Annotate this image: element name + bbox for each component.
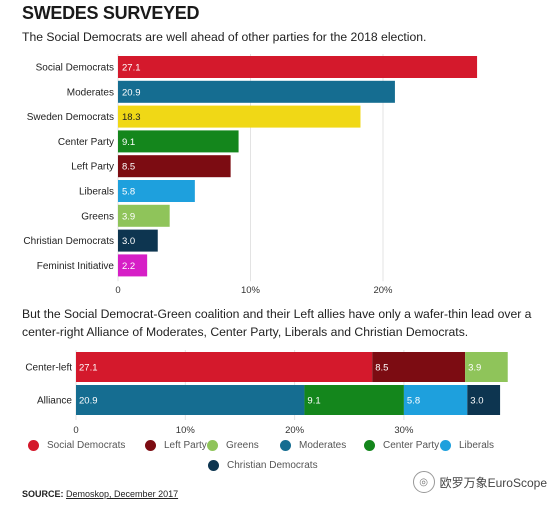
legend-item-center-party: Center Party [364, 440, 439, 451]
value-label: 8.5 [375, 363, 388, 374]
x-tick-label: 10% [176, 425, 196, 436]
stacked-bar-left-party [372, 352, 466, 382]
legend-label: Greens [226, 440, 259, 451]
chart-title: SWEDES SURVEYED [22, 3, 200, 23]
value-label: 3.9 [122, 211, 135, 222]
value-label: 8.5 [122, 162, 135, 173]
watermark: ◎ 欧罗万象EuroScope [412, 471, 547, 493]
legend-label: Social Democrats [47, 440, 126, 451]
coalition-stacked-bar-chart: 0 10% 20% 30% Center-left 27.1 8.5 3.9 Alliance 2… [25, 350, 508, 436]
value-label: 2.2 [122, 261, 135, 272]
chart-subtitle-2: But the Social Democrat-Green coalition … [22, 307, 532, 339]
category-label: Left Party [71, 162, 114, 173]
legend-item-greens: Greens [207, 440, 259, 451]
x-tick-label: 0 [73, 425, 78, 436]
value-label: 27.1 [122, 63, 141, 74]
value-label: 18.3 [122, 112, 141, 123]
stacked-bar-greens [465, 352, 508, 382]
legend-item-moderates: Moderates [280, 440, 346, 451]
x-tick-label: 30% [394, 425, 414, 436]
bar-center-party [118, 130, 239, 153]
bar-christian-democrats [118, 229, 158, 252]
bar-left-party [118, 155, 231, 178]
stacked-bar-center-party [304, 385, 404, 415]
value-label: 3.9 [468, 363, 481, 374]
legend-item-left-party: Left Party [145, 440, 207, 451]
legend-swatch [364, 440, 375, 451]
legend-swatch [208, 460, 219, 471]
value-label: 3.0 [470, 396, 483, 407]
category-label: Social Democrats [36, 63, 114, 74]
value-label: 20.9 [79, 396, 98, 407]
bar-liberals [118, 180, 195, 202]
source-note: SOURCE: Demoskop, December 2017 [22, 489, 178, 499]
source-link[interactable]: Demoskop, December 2017 [66, 489, 179, 499]
bar-greens [118, 204, 170, 227]
legend-label: Moderates [299, 440, 347, 451]
stacked-bar-liberals [403, 385, 468, 415]
legend-label: Christian Democrats [227, 460, 318, 471]
value-label: 5.8 [407, 396, 420, 407]
bar-sweden-democrats [118, 105, 361, 128]
x-tick-label: 0 [115, 285, 120, 296]
value-label: 20.9 [122, 87, 141, 98]
category-label: Liberals [79, 187, 114, 198]
legend-label: Center Party [383, 440, 440, 451]
category-label: Christian Democrats [23, 236, 114, 247]
legend-swatch [28, 440, 39, 451]
category-label: Feminist Initiative [37, 261, 115, 272]
value-label: 9.1 [307, 396, 320, 407]
legend-swatch [280, 440, 291, 451]
category-label: Alliance [37, 396, 72, 407]
bar-feminist-initiative [118, 254, 148, 277]
watermark-text: 欧罗万象EuroScope [439, 475, 547, 490]
legend-swatch [145, 440, 156, 451]
x-tick-label: 10% [241, 285, 261, 296]
legend-swatch [207, 440, 218, 451]
bar-moderates [118, 80, 395, 103]
source-label: SOURCE: [22, 489, 64, 499]
legend-item-christian-democrats: Christian Democrats [208, 460, 318, 471]
legend-label: Liberals [459, 440, 495, 451]
category-label: Moderates [67, 87, 114, 98]
party-poll-bar-chart: 0 10% 20% Social Democrats 27.1 Moderates 20.9… [23, 54, 478, 296]
stacked-bar-social-democrats [76, 352, 373, 382]
value-label: 27.1 [79, 363, 98, 374]
x-tick-label: 20% [373, 285, 393, 296]
legend-swatch [440, 440, 451, 451]
category-label: Greens [81, 211, 114, 222]
value-label: 9.1 [122, 137, 135, 148]
legend-item-social-democrats: Social Democrats [28, 440, 125, 451]
value-label: 5.8 [122, 187, 135, 198]
value-label: 3.0 [122, 236, 135, 247]
category-label: Center-left [25, 363, 72, 374]
legend-label: Left Party [164, 440, 207, 451]
wechat-logo-icon: ◎ [412, 471, 435, 493]
chart-subtitle-1: The Social Democrats are well ahead of o… [22, 30, 427, 44]
bar-social-democrats [118, 56, 478, 78]
category-label: Sweden Democrats [27, 112, 114, 123]
stacked-bar-moderates [76, 385, 305, 415]
category-label: Center Party [58, 137, 114, 148]
stacked-bar-christian-democrats [467, 385, 501, 415]
x-tick-label: 20% [285, 425, 305, 436]
legend-item-liberals: Liberals [440, 440, 494, 451]
